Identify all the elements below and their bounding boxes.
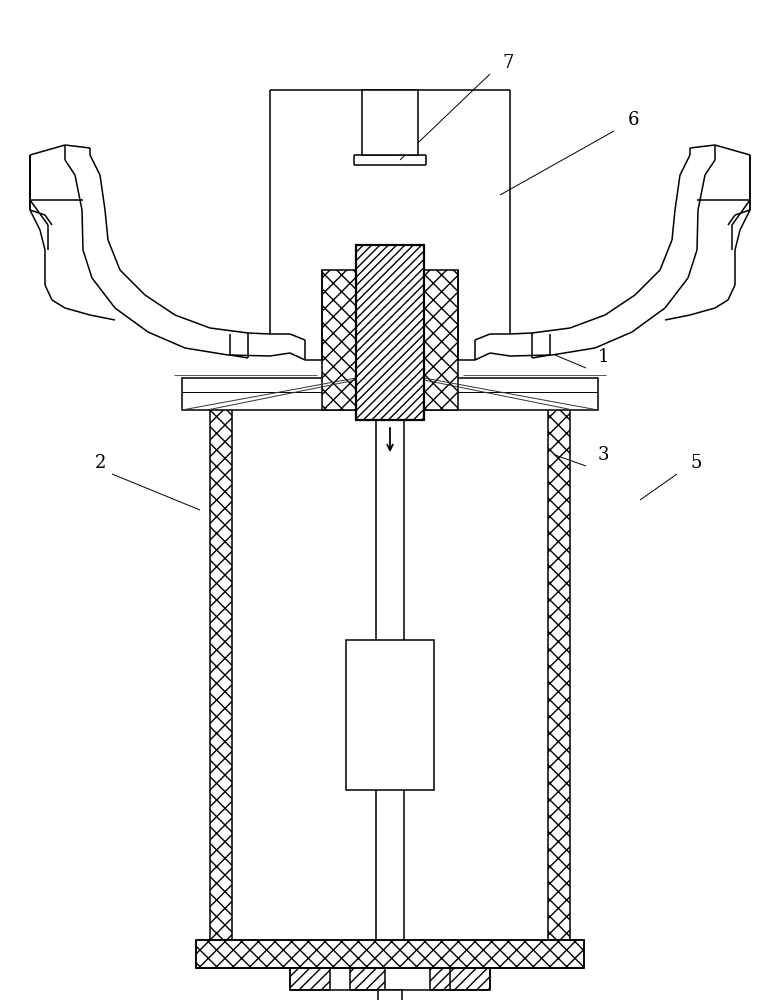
Bar (450, 968, 490, 990)
Text: 1: 1 (598, 348, 609, 366)
Bar (350, 968, 385, 990)
Bar (196, 940, 584, 968)
Bar (356, 245, 424, 420)
Text: 7: 7 (503, 54, 514, 72)
Bar (378, 990, 402, 1000)
Bar (322, 270, 458, 410)
Bar (210, 400, 232, 940)
Bar (362, 90, 418, 155)
Bar (232, 400, 548, 940)
Bar (346, 640, 434, 790)
Bar (182, 378, 598, 410)
Text: 3: 3 (598, 446, 609, 464)
Bar (548, 400, 570, 940)
Text: 5: 5 (690, 454, 701, 472)
Bar (290, 968, 330, 990)
Bar (196, 940, 584, 968)
Bar (376, 245, 404, 940)
Text: 6: 6 (628, 111, 640, 129)
Text: 2: 2 (95, 454, 106, 472)
Bar (430, 968, 465, 990)
